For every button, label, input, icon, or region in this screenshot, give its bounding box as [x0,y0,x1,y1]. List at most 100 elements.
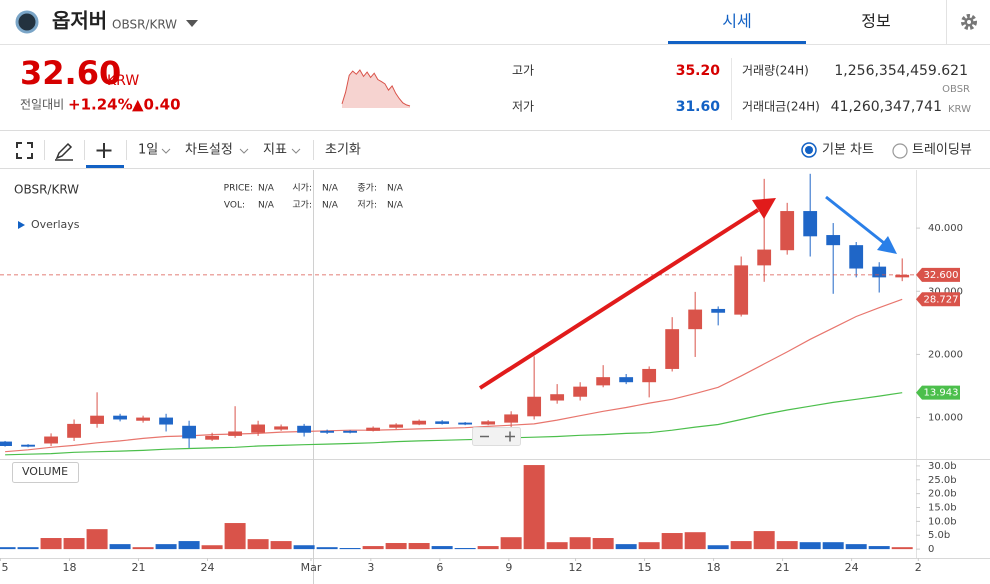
volume-bar [454,548,476,550]
indicators[interactable]: 지표 [263,143,287,158]
fullscreen-icon[interactable] [16,142,33,159]
sparkline-area [342,70,410,108]
tab-underline [668,41,806,44]
volume-bar [661,533,683,550]
mode-option[interactable]: 트레이딩뷰 [912,143,972,158]
info-label: 고가: [292,200,312,211]
interval[interactable]: 1일 [138,143,158,158]
volume-bar [523,465,545,550]
volume-bar [500,537,522,550]
info-value: N/A [322,184,339,194]
radio[interactable] [892,143,908,159]
candle-body [642,368,657,383]
y-tick-label: 20.0b [928,489,957,500]
price-tag [916,385,960,400]
volume-bar [891,547,913,550]
candle-body [481,421,496,425]
candle-body [734,265,749,315]
chart-settings[interactable]: 차트설정 [185,143,233,158]
info-value: N/A [387,201,404,211]
y-tick-label: 10.000 [928,413,963,424]
change-label: 전일대비 [20,98,64,112]
candle-body [228,431,242,436]
candle-body [320,430,335,433]
y-tick-label: 5.0b [928,530,950,541]
volume-bar [845,544,867,550]
volume-bar [293,545,315,550]
pencil-icon[interactable] [55,142,73,161]
volume-bar [477,546,499,550]
info-value: N/A [258,201,275,211]
volume-bar [638,542,660,550]
value-label: 거래대금(24H) [742,100,820,114]
volume-bar [362,546,384,550]
x-tick-label: 24 [200,561,214,574]
settings-icon[interactable] [961,14,977,30]
y-tick-label: 30.000 [928,286,963,297]
overlays[interactable]: Overlays [31,218,80,231]
dropdown-icon[interactable] [186,20,198,27]
volume-bar [17,547,39,550]
volume-bar [684,532,706,550]
chevron [239,148,249,154]
reset[interactable]: 초기화 [325,143,361,158]
crosshair-icon[interactable] [96,143,112,158]
y-tick-label: 20.000 [928,349,963,360]
sparkline [341,69,411,108]
volume-bar [63,538,85,550]
tab[interactable]: 정보 [861,12,890,31]
x-tick-label: 5 [2,561,9,574]
candle-body [665,329,680,369]
candle-body [113,415,127,420]
arrow-head [877,236,897,254]
candle-body [757,249,772,266]
mode-option[interactable]: 기본 차트 [822,143,874,158]
tool-underline [86,165,124,168]
candle-body [803,211,818,237]
overlay-toggle[interactable] [18,221,25,229]
candle-body [21,444,35,447]
zoom-controls [472,427,521,446]
currency: KRW [107,73,139,89]
change-pct: +1.24% [68,96,133,114]
candle-body [596,377,611,386]
zoom-in[interactable] [505,431,515,442]
tab[interactable]: 시세 [722,12,751,31]
volume-bar [40,538,62,550]
volume-unit: OBSR [942,84,970,95]
price-tag-label: 32.600 [924,270,959,281]
info-label: VOL: [224,201,245,211]
candle-body [412,420,427,425]
coin-pair: OBSR/KRW [112,18,177,32]
price: 32.60 [20,54,121,92]
candle-body [297,425,312,433]
moving-average [5,298,903,453]
candle-body [573,386,588,397]
volume-bar [155,544,177,550]
candle-body [389,424,404,428]
volume-bar [408,543,430,550]
y-tick-label: 25.0b [928,475,957,486]
info-label: 종가: [357,183,377,194]
y-tick-label: 15.0b [928,503,957,514]
candle-body [849,245,864,269]
price-tag-label: 13.943 [924,388,959,399]
candle-body [182,425,196,439]
candle-body [711,308,726,313]
candle-body [619,377,634,383]
volume-bar [109,544,131,550]
candle-body [872,266,887,278]
radio-selected[interactable] [801,142,817,158]
radio-dot [805,146,813,154]
volume-bar [0,547,16,550]
candle-body [251,424,266,433]
info-label: PRICE: [224,184,253,194]
low-label: 저가 [512,100,534,114]
chevron [291,148,301,154]
volume-bar [592,538,614,550]
x-tick-label: Mar [301,561,322,574]
volume-bar [730,541,752,550]
zoom-box [472,427,521,446]
volume-bar [132,547,154,550]
